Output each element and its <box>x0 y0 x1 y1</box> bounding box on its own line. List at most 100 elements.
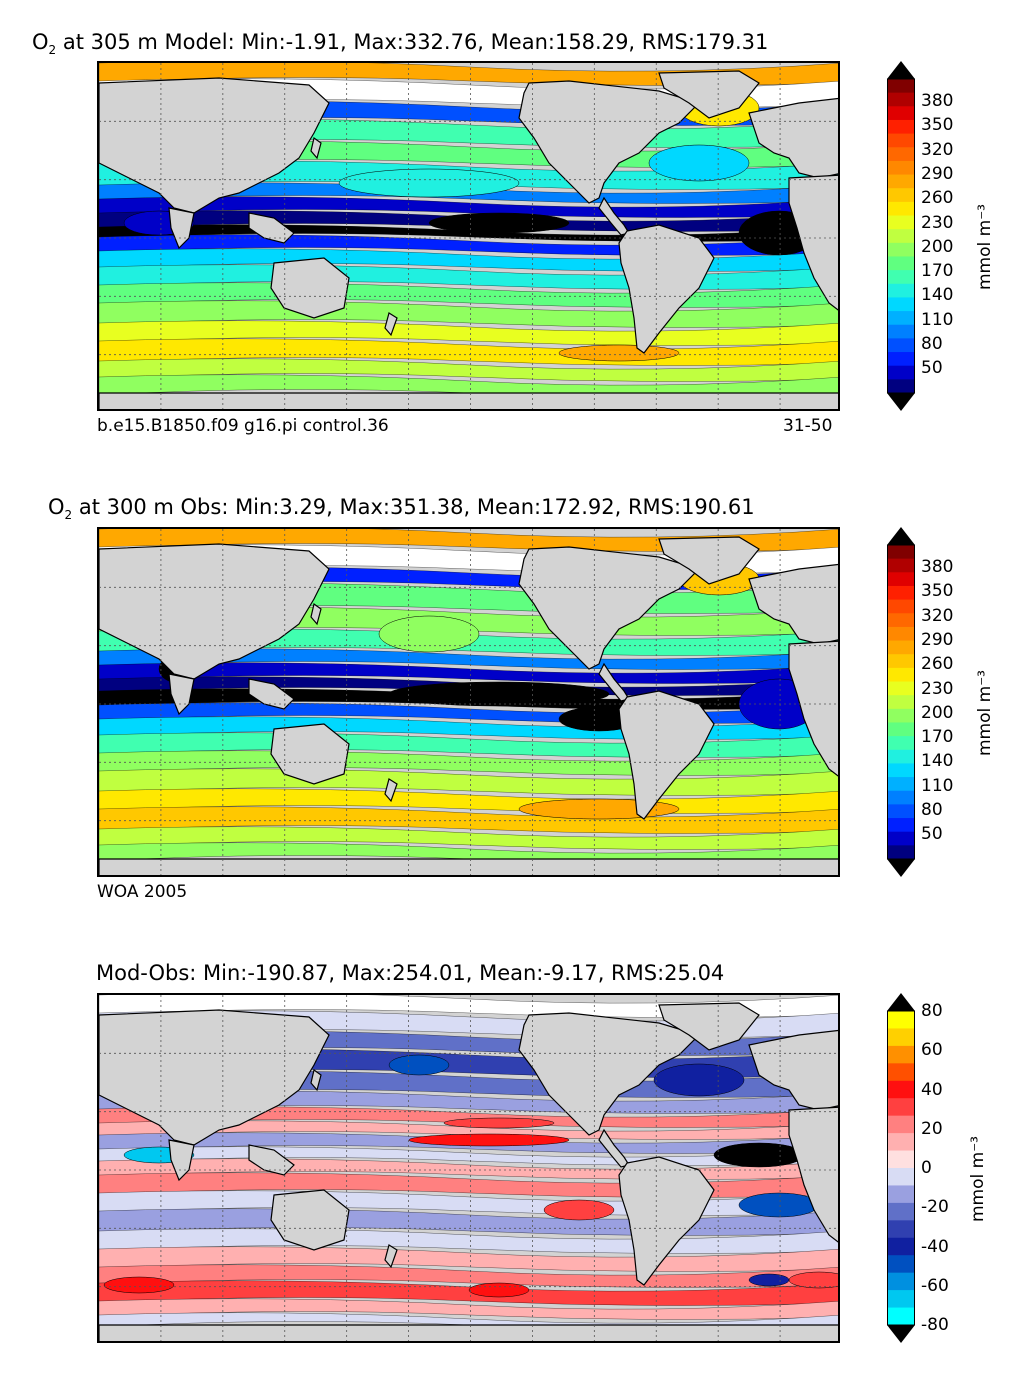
contour-feature <box>713 1142 805 1168</box>
land-mask <box>384 1244 398 1269</box>
colorbar-swatch <box>887 1237 915 1256</box>
obs-map-field <box>99 529 838 875</box>
contour-feature <box>378 615 480 653</box>
contour-band <box>99 1264 838 1288</box>
colorbar-swatch <box>887 777 915 792</box>
colorbar-swatch <box>887 763 915 778</box>
contour-band <box>99 63 838 86</box>
colorbar-swatch <box>887 119 915 135</box>
diff-map-field <box>99 995 838 1341</box>
colorbar-swatch <box>887 790 915 805</box>
obs-title: O2 at 300 m Obs: Min:3.29, Max:351.38, M… <box>48 495 755 523</box>
colorbar-swatch <box>887 160 915 176</box>
contour-feature <box>738 1192 820 1218</box>
colorbar-swatch <box>887 174 915 189</box>
colorbar-tick-label: 290 <box>921 163 954 184</box>
colorbar-swatch <box>887 613 915 628</box>
colorbar-swatch <box>887 585 915 601</box>
contour-feature <box>103 1276 175 1294</box>
land-mask <box>748 563 838 645</box>
land-mask <box>99 1324 838 1341</box>
land-mask <box>788 174 838 311</box>
land-mask <box>99 543 330 680</box>
colorbar-swatch <box>887 270 915 285</box>
contour-band <box>99 374 838 398</box>
contour-feature <box>558 344 680 362</box>
colorbar-tick-label: -80 <box>921 1315 949 1335</box>
colorbar-tick-label: 60 <box>921 1040 943 1061</box>
colorbar-swatch <box>887 297 915 312</box>
obs-map <box>97 527 840 877</box>
colorbar-swatch <box>887 324 915 339</box>
land-mask <box>618 1156 715 1286</box>
contour-feature <box>443 1117 555 1129</box>
colorbar-tick-label: 170 <box>921 727 954 748</box>
colorbar-swatch <box>887 736 915 751</box>
colorbar-swatch <box>887 188 915 203</box>
colorbar-swatch <box>887 106 915 121</box>
land-mask <box>270 257 350 319</box>
colorbar-swatch <box>887 722 915 737</box>
colorbar-swatch <box>887 804 915 819</box>
colorbar-tick-label: 110 <box>921 309 954 330</box>
colorbar-swatch <box>887 1185 915 1204</box>
colorbar-swatch <box>887 79 915 94</box>
contour-feature <box>388 681 610 707</box>
contour-feature <box>408 1133 570 1147</box>
colorbar-swatch <box>887 379 915 394</box>
colorbar-swatch <box>887 640 915 655</box>
land-mask <box>618 224 715 354</box>
colorbar-tick-label: 170 <box>921 261 954 282</box>
colorbar-swatch <box>887 545 915 560</box>
colorbar-tick-label: 320 <box>921 605 954 626</box>
colorbar-swatch <box>887 133 915 148</box>
land-mask <box>748 1029 838 1111</box>
land-mask <box>99 1009 330 1146</box>
diff-title: Mod-Obs: Min:-190.87, Max:254.01, Mean:-… <box>96 961 725 985</box>
diff-colorbar <box>887 993 915 1343</box>
colorbar-swatch <box>887 831 915 846</box>
model-colorbar-label: mmol m⁻³ <box>975 204 995 290</box>
land-mask <box>270 723 350 785</box>
colorbar-swatch <box>887 572 915 587</box>
land-mask <box>658 1002 760 1051</box>
colorbar-swatch <box>887 558 915 573</box>
colorbar-swatch <box>887 1011 915 1029</box>
colorbar-swatch <box>887 147 915 162</box>
contour-feature <box>468 1282 530 1298</box>
colorbar-swatch <box>887 1133 915 1152</box>
colorbar-tick-label: 200 <box>921 702 954 723</box>
colorbar-tick-label: 230 <box>921 678 954 699</box>
land-mask <box>384 312 398 337</box>
colorbar-swatch <box>887 1045 915 1064</box>
model-map-field <box>99 63 838 409</box>
contour-band <box>99 1280 838 1306</box>
obs-colorbar <box>887 527 915 877</box>
contour-band <box>99 995 838 1018</box>
colorbar-tick-label: 140 <box>921 751 954 772</box>
contour-band <box>99 358 838 382</box>
colorbar-swatch <box>887 749 915 764</box>
land-mask <box>310 136 322 160</box>
land-mask <box>788 640 838 777</box>
colorbar-swatch <box>887 695 915 710</box>
colorbar-extend-max <box>887 993 915 1011</box>
colorbar-swatch <box>887 338 915 353</box>
colorbar-tick-label: 20 <box>921 1118 943 1139</box>
colorbar-swatch <box>887 818 915 833</box>
contour-band <box>99 842 838 864</box>
colorbar-swatch <box>887 845 915 860</box>
colorbar-swatch <box>887 1028 915 1047</box>
diff-map <box>97 993 840 1343</box>
colorbar-swatch <box>887 1115 915 1134</box>
contour-band <box>99 529 838 552</box>
model-map <box>97 61 840 411</box>
colorbar-swatch <box>887 1150 915 1169</box>
model-caption-left: b.e15.B1850.f09 g16.pi control.36 <box>97 416 389 436</box>
colorbar-extend-min <box>887 1325 915 1343</box>
contour-band <box>99 826 838 850</box>
land-mask <box>658 70 760 119</box>
colorbar-swatch <box>887 1272 915 1291</box>
colorbar-swatch <box>887 283 915 298</box>
colorbar-swatch <box>887 229 915 244</box>
